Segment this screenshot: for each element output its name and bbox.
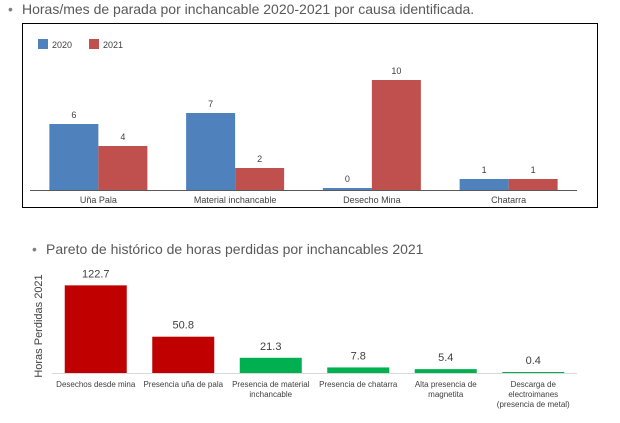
bar-2021-3 [508,179,558,190]
chart-2-heading-text: Pareto de histórico de horas perdidas po… [46,241,424,257]
bar-2020-0 [49,124,99,190]
data-label-2020-2: 0 [345,174,350,184]
pareto-bar-4 [414,369,477,373]
pareto-bar-3 [327,367,390,373]
legend-swatch-2020 [38,39,48,49]
pareto-category-label-0-line-0: Desechos desde mina [56,380,136,389]
legend-label-2020: 2020 [52,40,72,50]
chart-2-bars [64,285,565,373]
pareto-value-label-3: 7.8 [351,350,366,362]
pareto-category-label-4-line-0: Alta presencia de [415,380,477,389]
bar-2021-2 [371,80,421,190]
data-label-2021-3: 1 [531,165,536,175]
chart-1-labels: 6 4 Uña Pala 7 2 Material inchancable 0 10 Desec… [71,66,535,205]
pareto-category-label-2-line-1: inchancable [249,390,292,399]
pareto-category-label-3-line-0: Presencia de chatarra [319,380,398,389]
pareto-category-label-1-line-0: Presencia uña de pala [143,380,223,389]
chart-1-heading-text: Horas/mes de parada por inchancable 2020… [22,1,475,17]
legend-swatch-2021 [89,39,99,49]
data-label-2021-1: 2 [257,154,262,164]
pareto-category-label-5-line-2: (presencia de metal) [497,400,570,409]
bullet-point: • [8,1,13,17]
pareto-value-label-1: 50.8 [173,320,194,332]
chart-1-heading: • Horas/mes de parada por inchancable 202… [8,1,474,17]
bar-2020-2 [322,188,372,190]
pareto-category-label-2-line-0: Presencia de material [232,380,310,389]
pareto-value-label-5: 0.4 [526,355,541,367]
chart-1: 2020 2021 6 4 Uña Pala 7 2 Material inchancabl… [22,23,598,208]
bar-2021-1 [235,168,285,190]
chart-2-labels: 122.7 Desechos desde mina 50.8 Presencia uñ… [56,268,570,409]
pareto-bar-0 [64,285,127,373]
data-label-2020-0: 6 [71,110,76,120]
pareto-value-label-4: 5.4 [438,352,453,364]
pareto-category-label-5-line-1: electroimanes [508,390,558,399]
bullet-point: • [32,241,37,257]
chart-1-bars [49,80,558,190]
bar-2021-0 [98,146,148,190]
category-label-3: Chatarra [491,195,526,205]
legend-label-2021: 2021 [103,40,123,50]
pareto-category-label-4-line-1: magnetita [428,390,464,399]
data-label-2020-3: 1 [482,165,487,175]
pareto-category-label-5-line-0: Descarga de [511,380,557,389]
chart-1-legend: 2020 2021 [38,39,123,50]
chart-2-heading: • Pareto de histórico de horas perdidas p… [32,241,423,257]
pareto-value-label-0: 122.7 [82,268,110,280]
chart-2: Horas Perdidas 2021 122.7 Desechos desde … [33,268,577,409]
pareto-bar-1 [152,336,215,373]
pareto-bar-5 [502,372,565,373]
data-label-2020-1: 7 [208,99,213,109]
bar-2020-3 [459,179,509,190]
chart-2-y-axis-label: Horas Perdidas 2021 [33,274,45,377]
category-label-1: Material inchancable [194,195,277,205]
category-label-0: Uña Pala [80,195,117,205]
pareto-bar-2 [239,357,302,373]
data-label-2021-2: 10 [391,66,401,76]
category-label-2: Desecho Mina [343,195,401,205]
pareto-value-label-2: 21.3 [260,341,281,353]
data-label-2021-0: 4 [120,132,125,142]
bar-2020-1 [186,113,236,190]
